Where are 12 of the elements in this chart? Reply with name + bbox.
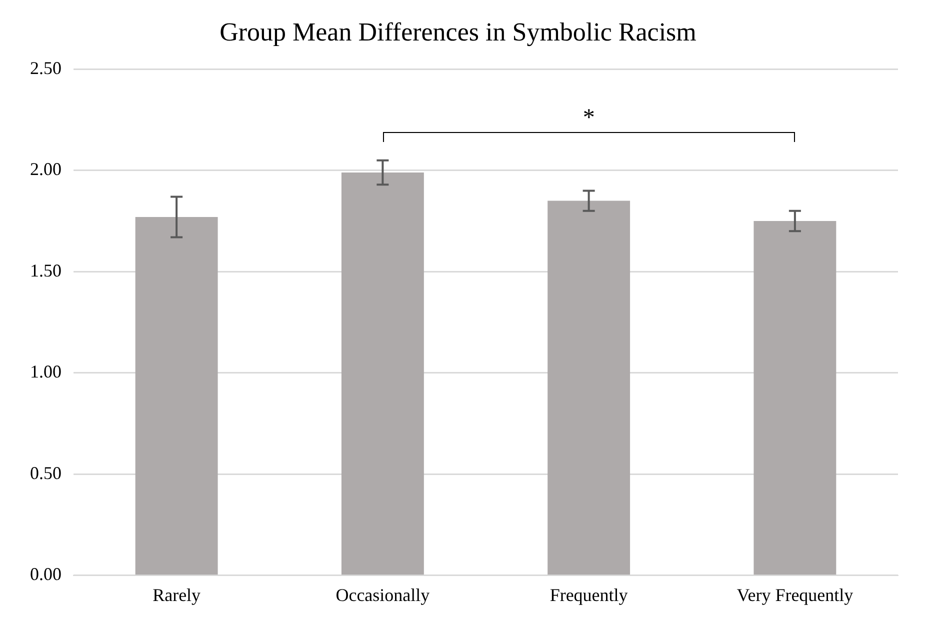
chart-title: Group Mean Differences in Symbolic Racism [220, 17, 696, 46]
x-tick-label: Rarely [152, 584, 201, 605]
y-tick-label: 2.50 [30, 58, 62, 78]
y-tick-label: 0.00 [30, 564, 62, 584]
x-tick-label: Frequently [550, 584, 628, 605]
x-tick-label: Occasionally [336, 584, 430, 605]
y-tick-label: 1.00 [30, 362, 62, 382]
y-tick-label: 1.50 [30, 260, 62, 280]
y-tick-label: 2.00 [30, 159, 62, 180]
annotation: * [582, 105, 595, 132]
y-tick-label: 0.50 [30, 462, 62, 483]
x-tick-label: Very Frequently [736, 584, 854, 605]
